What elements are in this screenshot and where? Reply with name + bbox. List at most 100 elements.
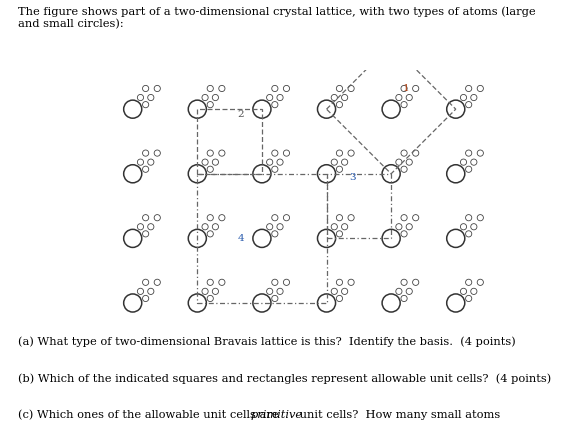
Circle shape: [143, 85, 149, 92]
Circle shape: [342, 159, 348, 165]
Circle shape: [465, 295, 472, 301]
Circle shape: [471, 288, 477, 294]
Circle shape: [406, 159, 412, 165]
Circle shape: [143, 279, 149, 286]
Circle shape: [188, 100, 207, 118]
Circle shape: [348, 215, 354, 221]
Circle shape: [471, 224, 477, 230]
Circle shape: [477, 85, 484, 92]
Circle shape: [207, 166, 213, 172]
Circle shape: [348, 150, 354, 156]
Circle shape: [272, 215, 278, 221]
Circle shape: [277, 288, 283, 294]
Circle shape: [331, 224, 338, 230]
Circle shape: [401, 85, 407, 92]
Text: 4: 4: [237, 234, 244, 243]
Circle shape: [266, 95, 273, 101]
Circle shape: [212, 288, 218, 294]
Circle shape: [143, 295, 149, 301]
Text: The figure shows part of a two-dimensional crystal lattice, with two types of at: The figure shows part of a two-dimension…: [18, 7, 535, 29]
Circle shape: [465, 215, 472, 221]
Circle shape: [212, 95, 218, 101]
Circle shape: [202, 288, 208, 294]
Circle shape: [188, 229, 207, 247]
Circle shape: [447, 100, 465, 118]
Circle shape: [137, 95, 144, 101]
Circle shape: [318, 294, 336, 312]
Circle shape: [143, 215, 149, 221]
Circle shape: [465, 150, 472, 156]
Circle shape: [277, 224, 283, 230]
Circle shape: [207, 279, 213, 286]
Circle shape: [219, 279, 225, 286]
Circle shape: [219, 150, 225, 156]
Circle shape: [471, 95, 477, 101]
Circle shape: [406, 95, 412, 101]
Circle shape: [447, 165, 465, 183]
Circle shape: [401, 102, 407, 108]
Circle shape: [202, 159, 208, 165]
Circle shape: [154, 279, 160, 286]
Circle shape: [406, 224, 412, 230]
Circle shape: [413, 150, 419, 156]
Circle shape: [188, 165, 207, 183]
Circle shape: [284, 215, 289, 221]
Circle shape: [272, 150, 278, 156]
Circle shape: [465, 279, 472, 286]
Circle shape: [148, 288, 154, 294]
Circle shape: [143, 166, 149, 172]
Circle shape: [272, 279, 278, 286]
Circle shape: [413, 215, 419, 221]
Circle shape: [401, 231, 407, 237]
Circle shape: [460, 95, 467, 101]
Circle shape: [401, 279, 407, 286]
Circle shape: [207, 215, 213, 221]
Circle shape: [471, 159, 477, 165]
Circle shape: [266, 159, 273, 165]
Circle shape: [447, 294, 465, 312]
Circle shape: [148, 95, 154, 101]
Circle shape: [336, 231, 343, 237]
Circle shape: [406, 288, 412, 294]
Circle shape: [219, 215, 225, 221]
Circle shape: [318, 229, 336, 247]
Circle shape: [272, 102, 278, 108]
Circle shape: [154, 215, 160, 221]
Circle shape: [212, 159, 218, 165]
Circle shape: [318, 100, 336, 118]
Circle shape: [143, 150, 149, 156]
Circle shape: [348, 85, 354, 92]
Circle shape: [148, 159, 154, 165]
Text: (a) What type of two-dimensional Bravais lattice is this?  Identify the basis.  : (a) What type of two-dimensional Bravais…: [18, 337, 515, 347]
Text: (c) Which ones of the allowable unit cells are: (c) Which ones of the allowable unit cel…: [18, 410, 282, 420]
Circle shape: [202, 224, 208, 230]
Circle shape: [401, 166, 407, 172]
Circle shape: [137, 224, 144, 230]
Circle shape: [277, 159, 283, 165]
Circle shape: [396, 159, 402, 165]
Circle shape: [207, 231, 213, 237]
Circle shape: [124, 229, 141, 247]
Circle shape: [336, 295, 343, 301]
Circle shape: [154, 85, 160, 92]
Circle shape: [284, 150, 289, 156]
Circle shape: [465, 85, 472, 92]
Circle shape: [272, 231, 278, 237]
Circle shape: [253, 229, 271, 247]
Circle shape: [413, 85, 419, 92]
Circle shape: [143, 231, 149, 237]
Circle shape: [253, 165, 271, 183]
Circle shape: [272, 295, 278, 301]
Circle shape: [207, 150, 213, 156]
Circle shape: [207, 85, 213, 92]
Circle shape: [396, 95, 402, 101]
Circle shape: [154, 150, 160, 156]
Circle shape: [137, 288, 144, 294]
Circle shape: [465, 166, 472, 172]
Circle shape: [331, 95, 338, 101]
Circle shape: [447, 229, 465, 247]
Circle shape: [207, 295, 213, 301]
Circle shape: [396, 288, 402, 294]
Circle shape: [382, 229, 400, 247]
Text: 2: 2: [237, 110, 244, 119]
